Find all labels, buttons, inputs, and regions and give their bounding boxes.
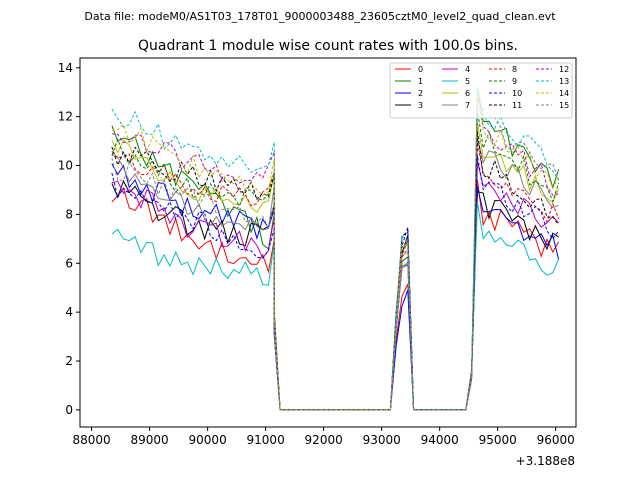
legend-label-10: 10 [512,89,522,98]
series-line-15 [111,97,560,411]
axes-frame [79,57,577,428]
y-tick-label: 14 [58,61,73,75]
series-line-5 [111,201,560,411]
series-line-12 [111,96,559,411]
legend-label-1: 1 [418,77,423,86]
series-line-8 [111,142,560,411]
legend-label-5: 5 [465,77,470,86]
legend-label-14: 14 [559,89,569,98]
series-line-3 [111,179,559,411]
legend-label-12: 12 [559,65,569,74]
legend-label-9: 9 [512,77,517,86]
axis-ticks: 88000 89000 90000 91000 92000 93000 94000 95000… [58,61,575,447]
chart-title: Quadrant 1 module wise count rates with … [138,38,518,54]
x-tick-label: 92000 [305,433,343,447]
x-tick-label: 91000 [247,433,285,447]
series-line-0 [111,179,560,411]
legend-label-8: 8 [512,65,517,74]
series-line-2 [111,163,560,411]
x-tick-label: 96000 [537,433,575,447]
legend-box [389,62,573,119]
x-tick-label: 89000 [131,433,169,447]
legend-label-6: 6 [465,89,470,98]
series-line-6 [111,122,560,411]
series-line-13 [111,86,560,411]
y-tick-label: 10 [58,159,73,173]
series-line-11 [111,131,559,411]
x-tick-label: 95000 [479,433,517,447]
y-tick-label: 2 [65,354,73,368]
x-offset-label: +3.188e8 [516,454,575,468]
y-tick-label: 0 [65,403,73,417]
legend-label-13: 13 [559,77,569,86]
y-tick-label: 12 [58,110,73,124]
legend-label-15: 15 [559,101,569,110]
legend-label-7: 7 [465,101,470,110]
legend-label-0: 0 [418,65,423,74]
series-line-4 [111,161,559,411]
series-line-1 [111,86,560,411]
legend-label-11: 11 [512,101,522,110]
y-tick-label: 8 [65,207,73,221]
y-tick-label: 6 [65,256,73,270]
x-tick-label: 94000 [421,433,459,447]
plot-area [111,86,560,411]
x-tick-label: 90000 [189,433,227,447]
y-tick-label: 4 [65,305,73,319]
data-file-label: Data file: modeM0/AS1T03_178T01_90000034… [84,10,556,23]
x-tick-label: 88000 [73,433,111,447]
series-line-14 [111,90,560,411]
x-tick-label: 93000 [363,433,401,447]
legend-label-4: 4 [465,65,470,74]
legend-label-2: 2 [418,89,423,98]
legend-label-3: 3 [418,101,423,110]
